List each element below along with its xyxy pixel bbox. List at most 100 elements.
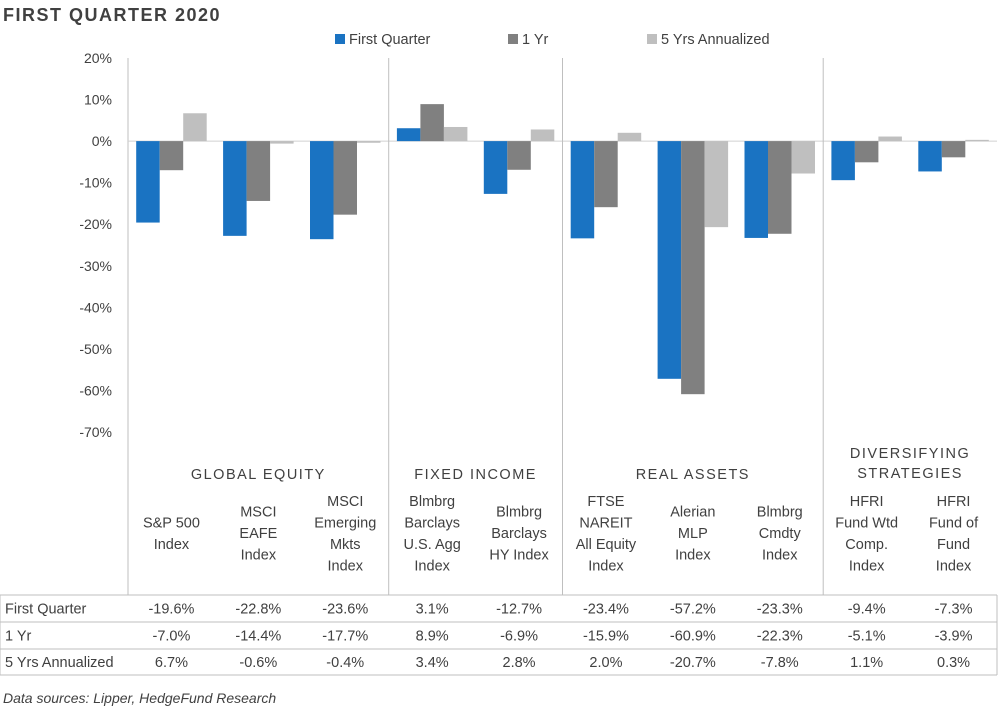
category-label: HY Index (489, 548, 549, 564)
category-label: Blmbrg (409, 494, 455, 510)
table-cell: -22.8% (235, 602, 281, 618)
table-row-label: 5 Yrs Annualized (5, 655, 114, 671)
table-cell: -5.1% (848, 629, 886, 645)
category-label: Barclays (404, 515, 460, 531)
table-cell: -3.9% (935, 629, 973, 645)
bar (941, 141, 966, 158)
bar (681, 141, 705, 395)
axes: 20% 10% 0% -10% -20% -30% -40% -50% -60% -70% (79, 50, 998, 675)
table-cell: -20.7% (670, 655, 716, 671)
bar (357, 141, 381, 143)
table-cell: 8.9% (416, 629, 449, 645)
table-cell: -17.7% (322, 629, 368, 645)
table-cell: -22.3% (757, 629, 803, 645)
bar (704, 141, 729, 228)
bars (136, 104, 989, 395)
bar (443, 126, 468, 142)
category-label: Mkts (330, 537, 361, 553)
bar (965, 139, 989, 142)
table-cell: -14.4% (235, 629, 281, 645)
table-cell: -9.4% (848, 602, 886, 618)
table-cell: 0.3% (937, 655, 970, 671)
legend-swatch (647, 34, 657, 44)
category-label: Comp. (845, 537, 888, 553)
y-tick-label: -50% (79, 341, 112, 357)
category-label: FTSE (587, 494, 624, 510)
y-tick-label: -70% (79, 424, 112, 440)
category-label: Index (154, 537, 190, 553)
bar (617, 132, 642, 142)
bar (333, 141, 357, 215)
bar (159, 141, 184, 171)
category-label: EAFE (239, 526, 277, 542)
y-tick-label: -10% (79, 175, 112, 191)
y-tick-label: -30% (79, 258, 112, 274)
bar (396, 128, 421, 142)
table-cell: 1.1% (850, 655, 883, 671)
y-tick-label: -20% (79, 216, 112, 232)
table-cell: -6.9% (500, 629, 538, 645)
category-label: S&P 500 (143, 515, 200, 531)
table-cell: -7.0% (153, 629, 191, 645)
bar (507, 141, 531, 170)
table-cell: -7.8% (761, 655, 799, 671)
category-label: Fund of (929, 515, 979, 531)
category-label: HFRI (937, 494, 971, 510)
category-label: Index (588, 558, 624, 574)
table-cell: -57.2% (670, 602, 716, 618)
category-label: MLP (678, 526, 708, 542)
table-cell: -19.6% (148, 602, 194, 618)
category-label: Index (675, 548, 711, 564)
category-label: MSCI (240, 505, 276, 521)
bar (310, 141, 334, 240)
bar (183, 113, 207, 142)
table-cell: 2.8% (503, 655, 536, 671)
category-label: Alerian (670, 505, 715, 521)
bar (420, 104, 444, 142)
category-label: HFRI (850, 494, 884, 510)
category-labels: GLOBAL EQUITY FIXED INCOME REAL ASSETS DIVE… (143, 446, 979, 574)
table-cell: 2.0% (589, 655, 622, 671)
bar (878, 136, 902, 142)
table-cell: -23.3% (757, 602, 803, 618)
bar (483, 141, 508, 194)
table-row-label: 1 Yr (5, 629, 32, 645)
table-row-label: First Quarter (5, 602, 87, 618)
bar (530, 129, 555, 142)
bar (223, 141, 247, 236)
bar (768, 141, 792, 234)
category-label: Fund (937, 537, 970, 553)
bar (594, 141, 618, 208)
source-note: Data sources: Lipper, HedgeFund Research (3, 690, 276, 706)
category-label: MSCI (327, 494, 363, 510)
table-cell: -15.9% (583, 629, 629, 645)
y-tick-label: 20% (84, 50, 112, 66)
bar (791, 141, 815, 174)
category-label: All Equity (576, 537, 637, 553)
chart-title: FIRST QUARTER 2020 (3, 5, 221, 25)
bar (136, 141, 160, 223)
category-label: Index (762, 548, 798, 564)
category-label: Emerging (314, 515, 376, 531)
group-label: GLOBAL EQUITY (191, 467, 326, 483)
table-cell: 3.4% (416, 655, 449, 671)
y-tick-label: -40% (79, 299, 112, 315)
bar (657, 141, 682, 379)
y-tick-label: -60% (79, 382, 112, 398)
table-cell: 3.1% (416, 602, 449, 618)
bar (831, 141, 855, 181)
group-label: REAL ASSETS (636, 467, 750, 483)
bar (854, 141, 879, 163)
group-label: STRATEGIES (857, 466, 963, 482)
bar (246, 141, 271, 201)
category-label: Index (328, 558, 364, 574)
table-cell: -0.4% (326, 655, 364, 671)
y-tick-label: 0% (92, 133, 112, 149)
table-cell: -23.4% (583, 602, 629, 618)
legend-swatch (335, 34, 345, 44)
legend-swatch (508, 34, 518, 44)
category-label: NAREIT (579, 515, 632, 531)
bar (570, 141, 595, 239)
category-label: Index (936, 558, 972, 574)
